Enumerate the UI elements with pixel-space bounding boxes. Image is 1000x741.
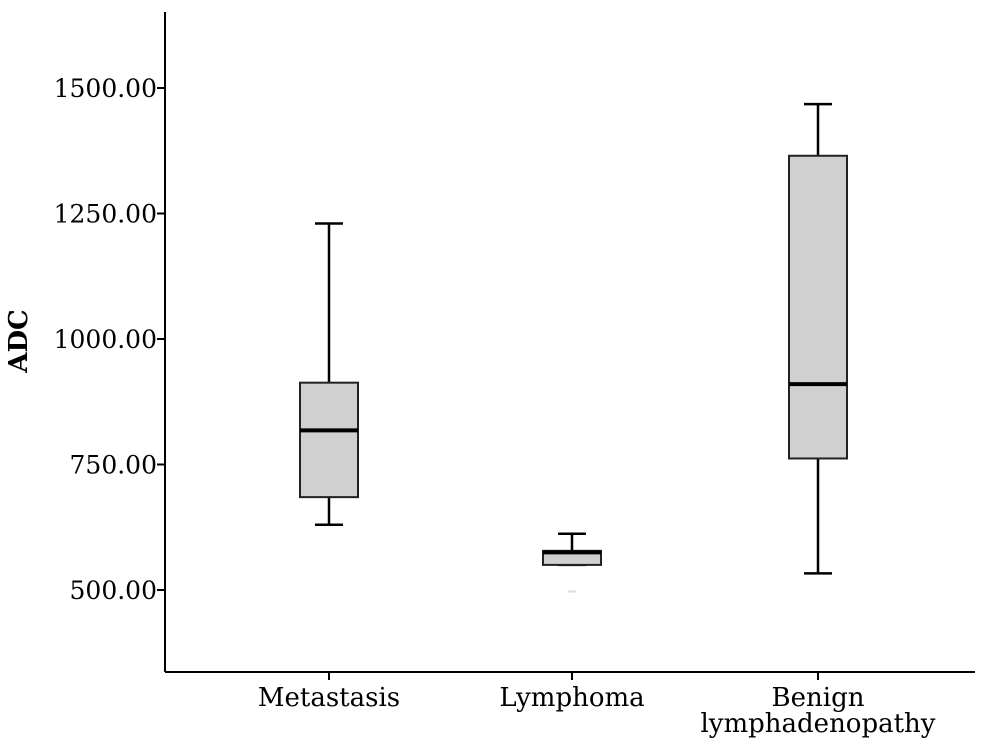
axes bbox=[164, 12, 975, 673]
box-group bbox=[299, 222, 359, 526]
x-tick-label: Metastasis bbox=[258, 683, 400, 713]
x-tick-label: Benign bbox=[772, 683, 865, 713]
iqr-box bbox=[788, 154, 848, 460]
x-tick-label: Lymphoma bbox=[499, 683, 644, 713]
box-group bbox=[542, 532, 602, 593]
y-tick-label: 500.00 bbox=[70, 576, 157, 605]
y-tick-label: 1000.00 bbox=[54, 325, 157, 354]
boxes bbox=[299, 102, 848, 593]
x-tick-label: lymphadenopathy bbox=[700, 709, 935, 739]
y-axis-title-group: ADC bbox=[4, 309, 34, 373]
y-axis-title: ADC bbox=[4, 309, 34, 373]
y-tick-label: 1500.00 bbox=[54, 74, 157, 103]
iqr-box bbox=[299, 381, 359, 499]
box-group bbox=[788, 102, 848, 575]
y-tick-label: 750.00 bbox=[70, 451, 157, 480]
y-tick-label: 1250.00 bbox=[54, 200, 157, 229]
y-ticks: 500.00 750.00 1000.00 1250.00 1500.00 bbox=[54, 74, 165, 605]
